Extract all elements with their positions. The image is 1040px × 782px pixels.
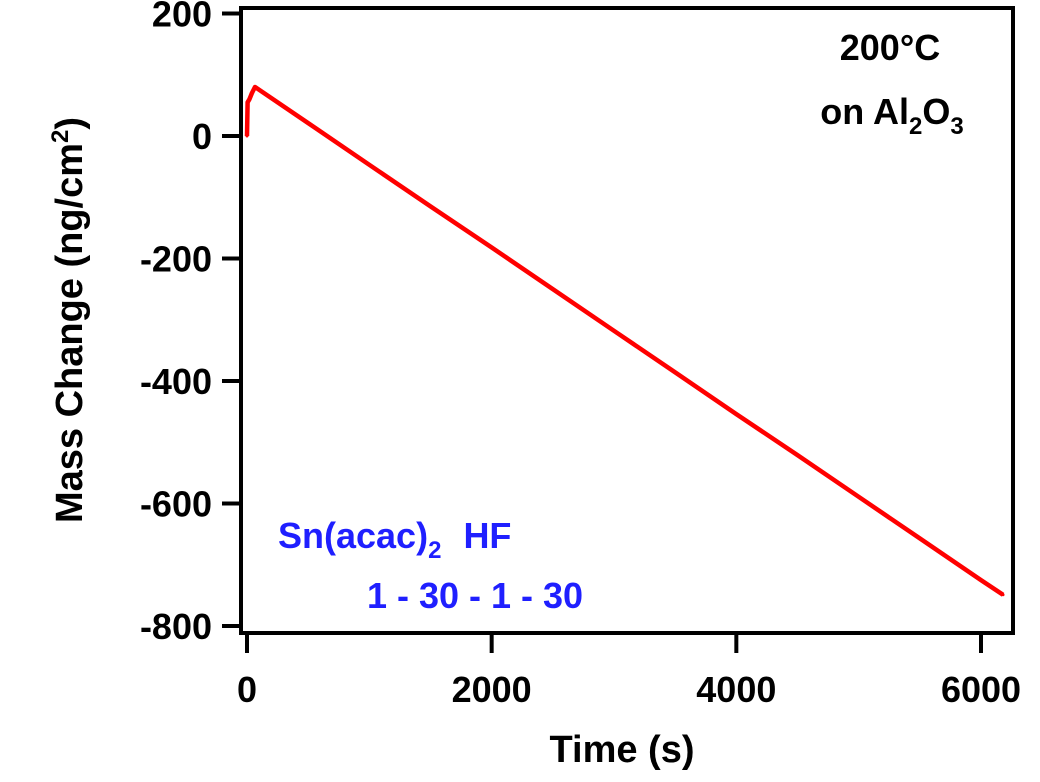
- y-tick-label: -200: [140, 239, 212, 280]
- temperature-annotation: 200°C: [840, 27, 940, 68]
- data-point: [429, 204, 432, 208]
- x-tick-label: 0: [237, 669, 257, 710]
- data-point: [796, 453, 799, 457]
- precursor-annotation: Sn(acac)2 HF: [278, 515, 511, 564]
- data-point: [306, 121, 310, 125]
- data-point: [245, 134, 249, 138]
- data-point: [612, 329, 616, 333]
- data-point: [250, 91, 254, 95]
- y-tick-label: -400: [140, 361, 212, 402]
- data-point: [1001, 593, 1005, 597]
- data-point: [734, 412, 738, 416]
- x-tick-label: 4000: [696, 669, 776, 710]
- y-tick-label: 200: [152, 0, 212, 35]
- x-tick-label: 6000: [941, 669, 1021, 710]
- data-point: [979, 578, 983, 582]
- sequence-annotation: 1 - 30 - 1 - 30: [367, 575, 583, 616]
- y-tick-label: -600: [140, 484, 212, 525]
- data-point: [247, 97, 251, 101]
- data-point: [673, 370, 677, 374]
- y-axis-label: Mass Change (ng/cm2): [47, 117, 91, 523]
- data-point: [253, 85, 257, 89]
- data-point: [857, 495, 861, 499]
- substrate-annotation: on Al2O3: [820, 91, 963, 140]
- x-tick-label: 2000: [452, 669, 532, 710]
- data-point: [551, 287, 555, 291]
- y-tick-label: -800: [140, 606, 212, 647]
- data-point: [490, 245, 494, 249]
- x-axis-label: Time (s): [549, 729, 694, 771]
- plot-frame: [239, 6, 1015, 635]
- y-tick-label: 0: [192, 116, 212, 157]
- data-point: [367, 163, 371, 167]
- data-point: [918, 536, 922, 540]
- data-point: [246, 100, 250, 104]
